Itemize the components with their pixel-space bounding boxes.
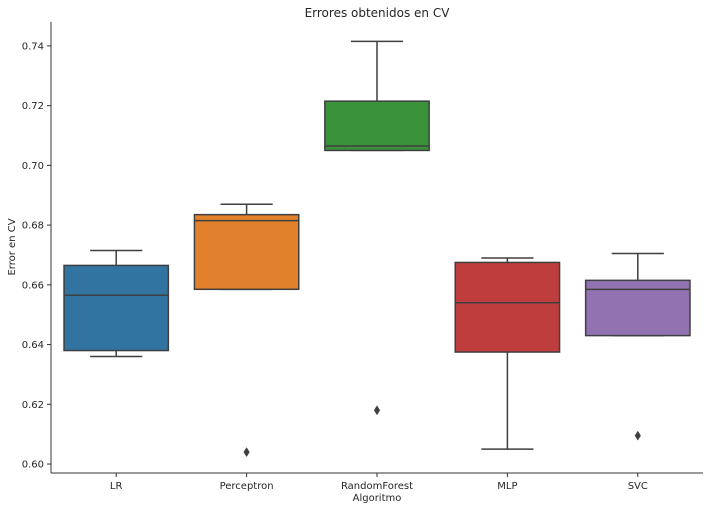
x-tick-label-mlp: MLP [497, 481, 517, 492]
x-tick-label-randomforest: RandomForest [341, 481, 413, 492]
box-randomforest [324, 100, 430, 152]
x-tick-label-perceptron: Perceptron [220, 481, 274, 492]
box-lr [63, 264, 170, 352]
y-tick-label: 0.60 [22, 460, 44, 471]
x-tick-label-lr: LR [110, 481, 123, 492]
chart-title: Errores obtenidos en CV [305, 6, 451, 20]
y-tick-label: 0.64 [22, 340, 44, 351]
box-mlp [454, 261, 561, 353]
box-perceptron [193, 213, 300, 291]
y-tick-label: 0.74 [22, 41, 44, 52]
y-axis-label: Error en CV [7, 218, 18, 275]
y-tick-label: 0.66 [22, 280, 44, 291]
outlier-perceptron [243, 447, 250, 458]
y-tick-label: 0.62 [22, 400, 44, 411]
y-tick-label: 0.70 [22, 161, 44, 172]
x-axis-label: Algoritmo [353, 493, 402, 504]
y-tick-label: 0.72 [22, 101, 44, 112]
y-tick-label: 0.68 [22, 221, 44, 232]
outlier-svc [634, 430, 641, 441]
outlier-randomforest [373, 405, 381, 416]
x-tick-label-svc: SVC [628, 481, 648, 492]
